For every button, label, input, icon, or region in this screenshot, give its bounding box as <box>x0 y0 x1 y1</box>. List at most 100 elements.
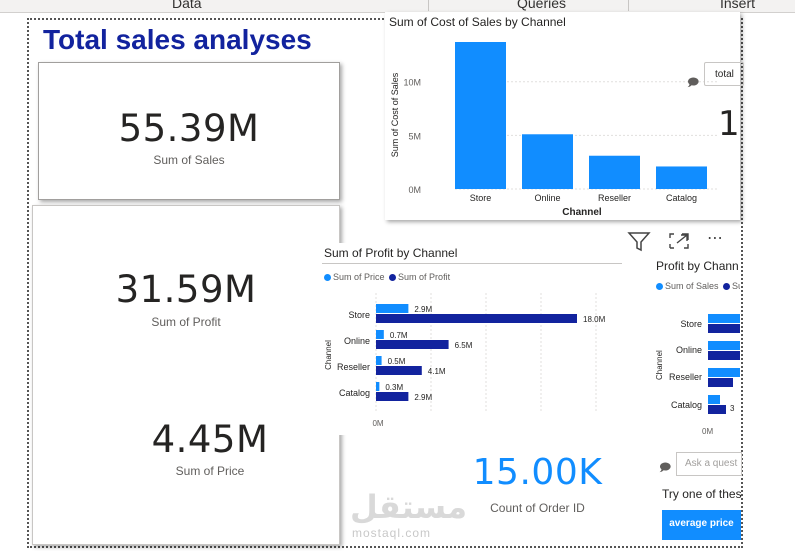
data-label: 0.7M <box>390 331 408 340</box>
category-label: Online <box>344 336 370 346</box>
chart-title: Profit by Chann <box>656 259 739 273</box>
data-label: 18.0M <box>583 315 606 324</box>
qa-suggestion-button[interactable]: average price <box>662 510 741 540</box>
bar-profit-catalog <box>376 392 409 401</box>
bar-profit-reseller <box>376 366 422 375</box>
watermark-text: mostaql.com <box>352 526 432 540</box>
kpi-label: Sum of Sales <box>153 153 225 167</box>
bar-profit-online <box>708 351 740 360</box>
x-tick-label: Catalog <box>666 193 697 203</box>
profit-by-channel-chart[interactable]: Sum of Profit by Channel Sum of Price Su… <box>322 243 622 435</box>
qa-mini-input[interactable]: total <box>704 62 744 86</box>
qa-prompt: Try one of thes <box>662 487 742 501</box>
legend-item: Su <box>732 281 740 291</box>
comment-icon[interactable]: 🗩 <box>687 76 700 89</box>
bar-price-reseller <box>376 356 382 365</box>
bar-profit-store <box>376 314 577 323</box>
kpi-card-sales[interactable]: 55.39M Sum of Sales <box>38 62 340 200</box>
profit-chart-svg: Store 2.9M 18.0M Online 0.7M 6.5M Reseller 0.5M… <box>324 293 606 428</box>
category-label: Online <box>675 345 702 355</box>
legend-dot-sales <box>656 283 663 290</box>
bar-store <box>455 42 506 189</box>
bar-price-store <box>376 304 409 313</box>
category-label: Catalog <box>339 388 370 398</box>
data-label: 2.9M <box>414 305 432 314</box>
category-label: Store <box>348 310 370 320</box>
axis-tick: 0M <box>702 427 714 435</box>
category-label: Store <box>680 319 702 329</box>
legend-dot-price <box>324 274 331 281</box>
bar-profit-online <box>376 340 449 349</box>
chart-legend: Sum of Sales Su <box>656 281 740 291</box>
data-label: 2.9M <box>414 393 432 402</box>
kpi-value: 4.45M <box>151 418 269 461</box>
legend-item: Sum of Price <box>333 272 385 282</box>
side-profit-chart[interactable]: Profit by Chann Sum of Sales Su Channel … <box>654 255 740 435</box>
cost-chart-svg: 0M 5M 10M Store Online Reseller Catalog Channel… <box>390 42 717 218</box>
kpi-value: 55.39M <box>118 107 260 150</box>
axis-title: Channel <box>655 350 664 380</box>
bar-profit-catalog <box>708 405 726 414</box>
category-label: Catalog <box>670 400 702 410</box>
kpi-card-orders[interactable]: 15.00K Count of Order ID <box>440 452 635 522</box>
data-label: 0.3M <box>385 383 403 392</box>
ribbon-tab-insert[interactable]: Insert <box>720 0 756 11</box>
bar-sales-catalog <box>708 395 720 404</box>
axis-title-wrap: Channel <box>654 350 664 390</box>
chart-title: Sum of Cost of Sales by Channel <box>389 15 566 29</box>
bar-sales-store <box>708 314 740 323</box>
legend-item: Sum of Profit <box>398 272 451 282</box>
y-tick-label: 10M <box>403 78 421 88</box>
x-tick-label: Store <box>470 193 492 203</box>
kpi-card-price[interactable]: 4.45M Sum of Price <box>100 418 320 482</box>
title-divider <box>322 263 622 264</box>
kpi-card-profit[interactable]: 31.59M Sum of Profit <box>32 205 340 545</box>
bar-profit-reseller <box>708 378 733 387</box>
chart-legend: Sum of Price Sum of Profit <box>324 272 450 282</box>
y-tick-label: 0M <box>408 185 421 195</box>
qa-input[interactable]: Ask a quest <box>676 452 742 476</box>
bar-price-catalog <box>376 382 380 391</box>
category-label: Reseller <box>337 362 370 372</box>
kpi-label: Count of Order ID <box>490 501 585 515</box>
ribbon-separator <box>428 0 429 11</box>
bar-price-online <box>376 330 384 339</box>
cost-of-sales-chart[interactable]: Sum of Cost of Sales by Channel 0M 5M 10M S… <box>385 12 744 220</box>
x-tick-label: Reseller <box>598 193 631 203</box>
bar-sales-online <box>708 341 740 350</box>
y-axis-title: Channel <box>324 340 333 370</box>
kpi-value: 31.59M <box>115 268 257 311</box>
bar-sales-reseller <box>708 368 740 377</box>
page-title: Total sales analyses <box>43 24 312 55</box>
kpi-value: 15.00K <box>472 452 603 493</box>
x-axis-title: Channel <box>562 207 602 218</box>
data-label: 3 <box>730 404 735 413</box>
filter-icon[interactable] <box>627 230 651 252</box>
more-options-icon[interactable]: ⋯ <box>707 228 723 247</box>
legend-dot-profit <box>723 283 731 290</box>
bar-reseller <box>589 155 640 189</box>
ribbon-separator <box>628 0 629 11</box>
data-label: 0.5M <box>388 357 406 366</box>
data-label: 4.1M <box>428 367 446 376</box>
bar-online <box>522 134 573 189</box>
ribbon-tab-data[interactable]: Data <box>172 0 202 11</box>
x-tick-label: Online <box>534 193 560 203</box>
focus-mode-icon[interactable] <box>668 232 690 250</box>
chart-title: Sum of Profit by Channel <box>324 246 458 260</box>
bar-catalog <box>656 166 707 189</box>
bar-profit-store <box>708 324 740 333</box>
y-axis-title: Sum of Cost of Sales <box>390 72 400 157</box>
partial-value: 1 <box>718 104 740 144</box>
legend-item: Sum of Sales <box>665 281 719 291</box>
ribbon-tab-queries[interactable]: Queries <box>517 0 567 11</box>
legend-dot-profit <box>389 274 397 281</box>
y-tick-label: 5M <box>408 131 421 141</box>
category-label: Reseller <box>668 372 702 382</box>
watermark-logo: مستقل <box>350 488 468 526</box>
kpi-label: Sum of Price <box>175 464 245 478</box>
x-tick-label: 0M <box>372 419 383 428</box>
kpi-label: Sum of Profit <box>151 315 221 329</box>
comment-icon[interactable]: 🗩 <box>659 461 672 474</box>
data-label: 6.5M <box>455 341 473 350</box>
